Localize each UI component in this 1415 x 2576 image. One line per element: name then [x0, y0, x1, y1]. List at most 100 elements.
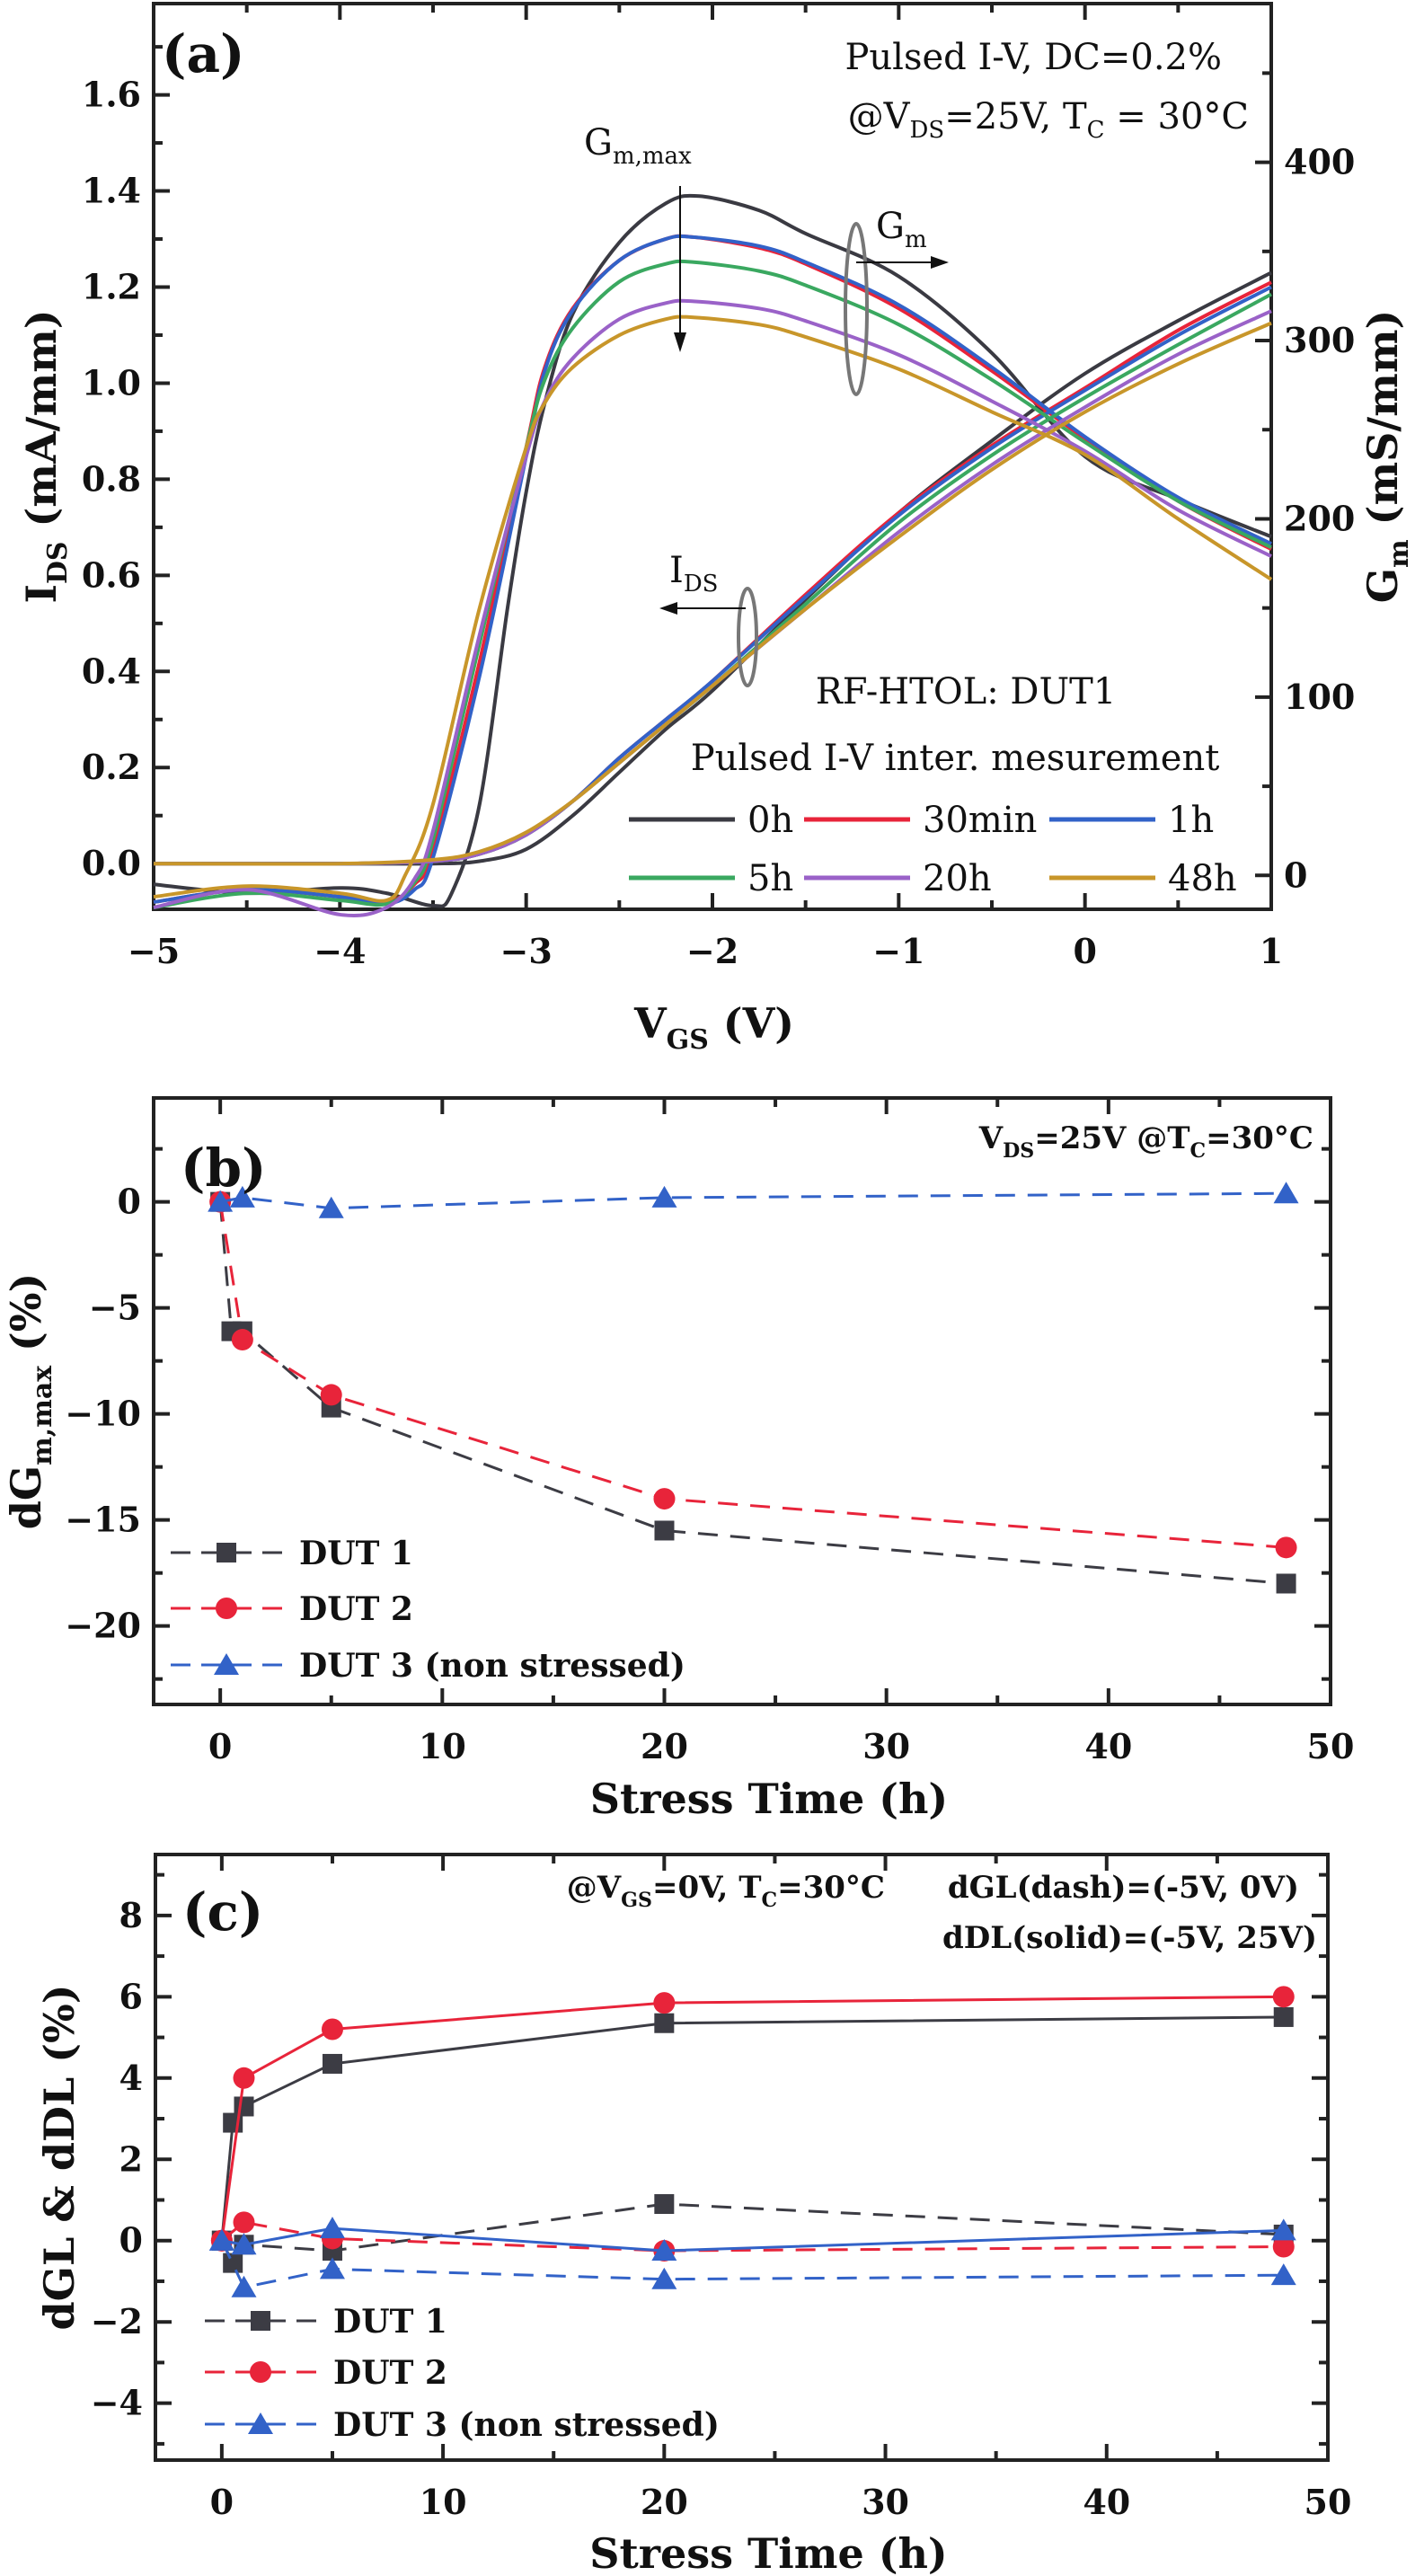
legend-marker	[250, 2361, 271, 2383]
data-point	[1270, 2263, 1296, 2286]
data-point	[234, 2096, 254, 2117]
x-tick-label: 1	[1260, 931, 1283, 971]
panel-label: (a)	[162, 23, 244, 84]
data-point	[654, 2194, 675, 2215]
legend-label: DUT 3 (non stressed)	[333, 2406, 720, 2444]
text-segment: I	[17, 584, 66, 604]
subscript: m	[905, 226, 927, 253]
x-axis-label: Stress Time (h)	[590, 1775, 948, 1823]
y-tick-label: 8	[119, 1895, 143, 1935]
data-point	[223, 2253, 243, 2273]
x-tick-label: −2	[686, 931, 738, 971]
panel-label: (b)	[181, 1138, 266, 1199]
gm-curve-30min	[153, 234, 1272, 905]
annotation-line1: VDS=25V @TC=30°C	[978, 1120, 1313, 1163]
legend-label: 48h	[1168, 858, 1237, 899]
legend-marker	[217, 1543, 236, 1562]
subscript: GS	[621, 1889, 652, 1912]
x-tick-label: −3	[500, 931, 553, 971]
y-tick-label: 0.6	[82, 554, 141, 595]
data-point	[208, 2228, 234, 2251]
text-segment: Stress Time (h)	[589, 2529, 947, 2576]
ids-label: IDS	[669, 550, 718, 598]
x-tick-label: 20	[641, 1726, 688, 1766]
text-segment: dGL & dDL (%)	[35, 1984, 84, 2330]
data-point	[654, 2013, 675, 2033]
legend-label: DUT 2	[299, 1590, 413, 1628]
text-segment: =25V, T	[944, 96, 1087, 137]
x-axis-label: VGS (V)	[633, 999, 794, 1056]
text-segment: V	[978, 1120, 1004, 1156]
text-segment: =25V @T	[1034, 1120, 1189, 1156]
y-tick-label: 0.4	[82, 651, 141, 691]
text-segment: (mS/mm)	[1358, 310, 1407, 540]
x-tick-label: 10	[419, 1726, 466, 1766]
data-point	[229, 1185, 255, 1208]
y-tick-label: 1.4	[82, 171, 141, 211]
y-tick-label: −2	[91, 2301, 143, 2341]
x-tick-label: 0	[1073, 931, 1096, 971]
y-tick-label: 0	[118, 1182, 141, 1222]
y2-axis-label: Gm (mS/mm)	[1358, 310, 1415, 604]
text-segment: dG	[2, 1465, 50, 1529]
y2-tick-label: 200	[1284, 498, 1355, 538]
y-tick-label: 1.2	[82, 267, 141, 307]
x-tick-label: 30	[862, 2482, 909, 2522]
y-tick-label: −5	[89, 1288, 141, 1328]
gm-curve-48h	[153, 314, 1273, 903]
text-segment: (mA/mm)	[17, 309, 66, 541]
gm-curve-20h	[153, 298, 1272, 918]
legend-label: 5h	[747, 858, 793, 899]
y-tick-label: 0.8	[82, 458, 141, 499]
data-point	[231, 1329, 253, 1351]
text-segment: G	[876, 206, 905, 247]
legend-marker	[214, 1653, 239, 1675]
y-tick-label: 6	[119, 1976, 143, 2016]
annotation-bias: @VDS=25V, TC = 30°C	[848, 96, 1249, 144]
data-point	[320, 1384, 342, 1406]
text-segment: G	[584, 122, 613, 164]
gm-label: Gm	[876, 206, 927, 253]
data-point	[231, 2233, 257, 2255]
text-segment: = 30°C	[1105, 96, 1249, 137]
data-point	[654, 1520, 675, 1541]
y2-tick-label: 100	[1284, 677, 1355, 717]
x-tick-label: 20	[641, 2482, 688, 2522]
y2-tick-label: 0	[1284, 854, 1307, 895]
ids-ellipse	[737, 587, 758, 687]
legend-marker	[251, 2311, 270, 2331]
annotation-line1: @VGS=0V, TC=30°C	[567, 1870, 885, 1912]
y-tick-label: −15	[65, 1500, 141, 1540]
legend-label: 20h	[923, 858, 992, 899]
arrow-head-down-icon	[674, 332, 686, 352]
x-tick-label: −5	[128, 931, 180, 971]
legend-label: 0h	[747, 800, 793, 841]
y2-tick-label: 300	[1284, 320, 1355, 360]
series-line-DUT 2	[220, 1995, 1284, 2241]
data-point	[233, 2211, 255, 2234]
data-point	[651, 2239, 677, 2262]
arrow-head-right-icon	[931, 256, 949, 269]
text-segment: =30°C	[1206, 1120, 1313, 1156]
x-tick-label: 30	[862, 1726, 910, 1766]
series-line-DUT 1	[218, 1201, 1287, 1585]
x-tick-label: 10	[420, 2482, 467, 2522]
legend-title: Pulsed I-V inter. mesurement	[691, 738, 1220, 779]
y-axis-label: dGL & dDL (%)	[35, 1984, 84, 2330]
text-segment: dDL(solid)=(-5V, 25V)	[942, 1920, 1317, 1956]
legend-label: DUT 1	[299, 1535, 413, 1572]
y-tick-label: −10	[65, 1394, 141, 1434]
data-point	[1275, 1536, 1297, 1559]
subscript: DS	[684, 571, 719, 598]
data-point	[1270, 2218, 1296, 2241]
legend-marker	[216, 1598, 237, 1619]
annotation-pulsed: Pulsed I-V, DC=0.2%	[845, 37, 1222, 78]
text-segment: =0V, T	[652, 1870, 762, 1906]
x-tick-label: 0	[208, 1726, 232, 1766]
subscript: DS	[910, 117, 945, 144]
y-tick-label: 0.0	[82, 843, 141, 883]
ids-curve-48h	[153, 321, 1272, 866]
x-tick-label: −4	[314, 931, 366, 971]
data-point	[1273, 2006, 1294, 2027]
x-tick-label: 0	[210, 2482, 234, 2522]
